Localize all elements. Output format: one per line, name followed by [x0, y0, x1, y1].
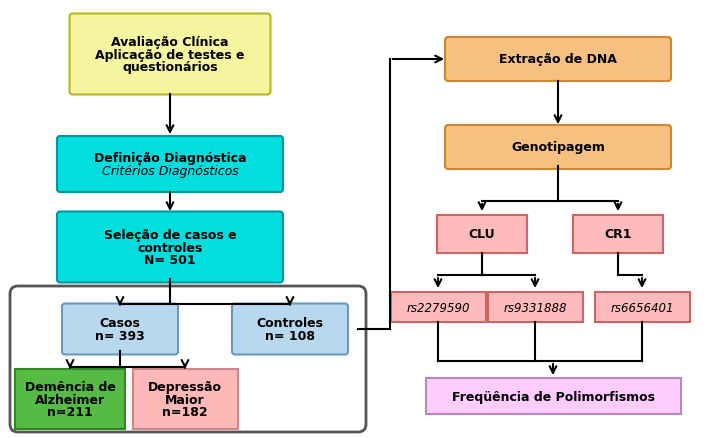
Text: questionários: questionários: [122, 60, 218, 74]
Bar: [573, 215, 663, 254]
Bar: [425, 378, 680, 414]
Text: Avaliação Clínica: Avaliação Clínica: [111, 36, 229, 49]
Text: rs9331888: rs9331888: [503, 301, 567, 314]
Bar: [594, 292, 689, 322]
Text: n= 108: n= 108: [265, 329, 315, 342]
Text: Controles: Controles: [256, 317, 324, 330]
Text: Casos: Casos: [99, 317, 141, 330]
Text: Freqüência de Polimorfismos: Freqüência de Polimorfismos: [452, 390, 655, 403]
Text: Alzheimer: Alzheimer: [35, 392, 105, 406]
Text: controles: controles: [137, 241, 202, 254]
Text: Genotipagem: Genotipagem: [511, 141, 605, 154]
Text: Aplicação de testes e: Aplicação de testes e: [95, 48, 245, 61]
Text: CR1: CR1: [604, 228, 632, 241]
Text: Extração de DNA: Extração de DNA: [499, 53, 617, 66]
Text: n= 393: n= 393: [95, 329, 145, 342]
FancyBboxPatch shape: [57, 212, 283, 283]
Text: Maior: Maior: [165, 392, 204, 406]
Text: N= 501: N= 501: [144, 253, 196, 266]
FancyBboxPatch shape: [70, 14, 271, 95]
Bar: [15, 369, 125, 429]
Text: Critérios Diagnósticos: Critérios Diagnósticos: [102, 164, 239, 177]
FancyBboxPatch shape: [445, 38, 671, 82]
FancyBboxPatch shape: [57, 137, 283, 193]
Text: rs2279590: rs2279590: [406, 301, 470, 314]
FancyBboxPatch shape: [445, 126, 671, 170]
Bar: [391, 292, 486, 322]
Text: Depressão: Depressão: [148, 381, 222, 393]
Text: rs6656401: rs6656401: [611, 301, 674, 314]
FancyBboxPatch shape: [62, 304, 178, 355]
Text: n=182: n=182: [162, 405, 208, 418]
Text: n=211: n=211: [47, 405, 93, 418]
FancyBboxPatch shape: [232, 304, 348, 355]
Bar: [133, 369, 238, 429]
Bar: [488, 292, 582, 322]
Text: CLU: CLU: [469, 228, 496, 241]
Text: Demência de: Demência de: [25, 381, 116, 393]
Text: Seleção de casos e: Seleção de casos e: [104, 229, 236, 242]
Text: Definição Diagnóstica: Definição Diagnóstica: [94, 152, 246, 165]
Bar: [437, 215, 527, 254]
